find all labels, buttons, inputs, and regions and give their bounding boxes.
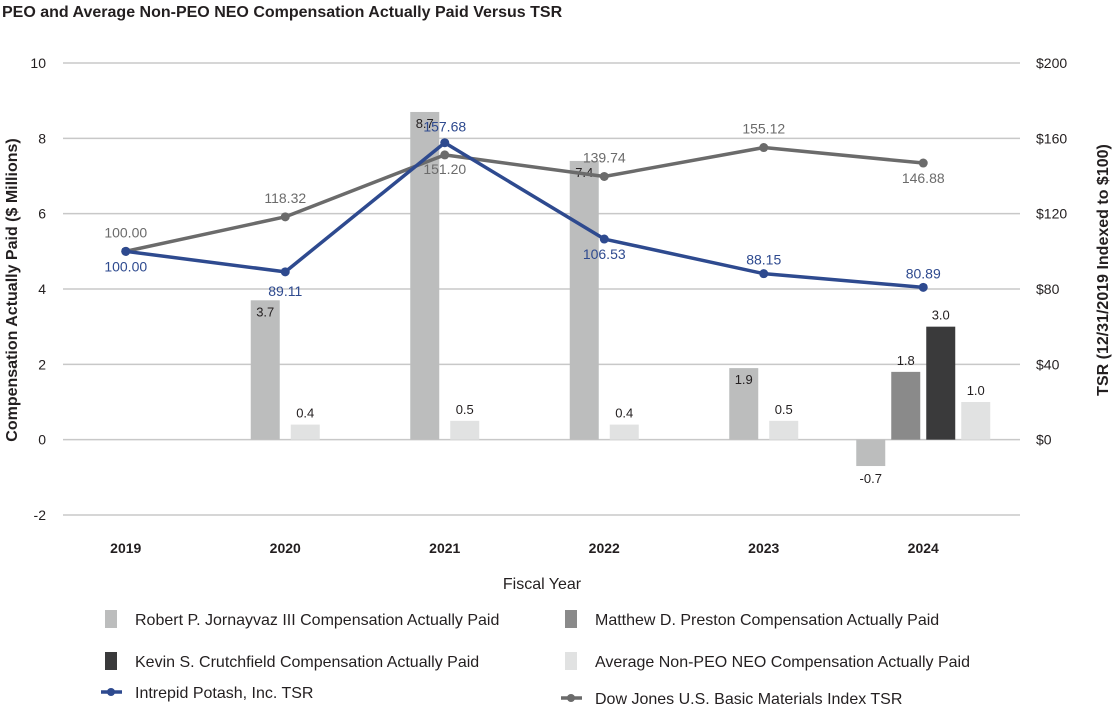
x-axis-categories: 2019 2020 2021 2022 2023 2024	[110, 540, 939, 556]
x-axis-title: Fiscal Year	[503, 576, 582, 593]
legend-label: Kevin S. Crutchfield Compensation Actual…	[135, 654, 479, 671]
tsr-line	[125, 140, 924, 290]
legend-label: Matthew D. Preston Compensation Actually…	[595, 612, 939, 629]
bar-data-label: 1.0	[967, 383, 985, 398]
legend-swatch	[565, 610, 577, 628]
tsr-point	[440, 138, 450, 148]
bar	[609, 424, 639, 440]
y-axis-title: Compensation Actually Paid ($ Millions)	[4, 138, 21, 441]
bar	[569, 160, 599, 440]
bar	[450, 420, 480, 440]
y2-tick-label: $80	[1036, 281, 1060, 297]
legend-swatch	[565, 652, 577, 670]
y-tick-label: 2	[38, 356, 46, 372]
tsr-point	[759, 143, 769, 153]
tsr-data-label: 146.88	[902, 170, 945, 186]
bar-data-label: 3.7	[256, 304, 274, 319]
y-tick-label: 4	[38, 281, 46, 297]
legend-label: Robert P. Jornayvaz III Compensation Act…	[135, 612, 499, 629]
tsr-point	[759, 269, 769, 279]
legend: Robert P. Jornayvaz III Compensation Act…	[101, 610, 970, 708]
gridlines	[63, 62, 1020, 516]
bar-data-label: -0.7	[860, 471, 882, 486]
y2-tick-label: $160	[1036, 130, 1067, 146]
tsr-data-label: 100.00	[104, 258, 147, 274]
x-tick-label: 2021	[429, 540, 460, 556]
bar-data-label: 0.4	[615, 406, 633, 421]
x-tick-label: 2023	[748, 540, 779, 556]
bar-data-label: 3.0	[932, 308, 950, 323]
bar	[856, 439, 886, 467]
y2-axis-title: TSR (12/31/2019 Indexed to $100)	[1095, 144, 1112, 396]
tsr-point	[440, 150, 450, 160]
y-tick-label: 8	[38, 130, 46, 146]
bar-data-labels: 3.70.48.70.57.40.41.90.5-0.71.83.01.0	[256, 116, 985, 486]
bar	[769, 420, 799, 440]
legend-label: Average Non-PEO NEO Compensation Actuall…	[595, 654, 970, 671]
bar	[290, 424, 320, 440]
legend-marker	[567, 694, 575, 702]
y2-tick-label: $200	[1036, 55, 1067, 71]
bar-data-label: 0.5	[456, 402, 474, 417]
tsr-point	[599, 234, 609, 244]
tsr-data-label: 100.00	[104, 224, 147, 240]
tsr-data-label: 106.53	[583, 246, 626, 262]
bar-data-label: 0.5	[775, 402, 793, 417]
x-tick-label: 2024	[908, 540, 939, 556]
bar	[961, 402, 991, 440]
tsr-point	[918, 158, 928, 168]
tsr-point	[280, 212, 290, 222]
tsr-data-label: 88.15	[746, 252, 781, 268]
bar-data-label: 8.7	[416, 116, 434, 131]
bar-data-label: 0.4	[296, 406, 314, 421]
tsr-data-label: 118.32	[264, 190, 306, 206]
legend-swatch	[105, 652, 117, 670]
y-tick-label: -2	[34, 507, 47, 523]
x-tick-label: 2019	[110, 540, 141, 556]
y2-tick-label: $120	[1036, 206, 1067, 222]
legend-label: Intrepid Potash, Inc. TSR	[135, 685, 313, 702]
tsr-point	[280, 267, 290, 277]
legend-label: Dow Jones U.S. Basic Materials Index TSR	[595, 691, 902, 708]
y2-tick-label: $40	[1036, 356, 1060, 372]
tsr-data-label: 139.74	[583, 149, 626, 165]
tsr-line	[125, 145, 924, 254]
tsr-point	[599, 171, 609, 181]
bar-data-label: 1.9	[735, 372, 753, 387]
y-tick-label: 6	[38, 206, 46, 222]
line-series	[121, 138, 928, 292]
tsr-data-label: 89.11	[268, 283, 302, 299]
bar	[891, 371, 921, 440]
line-data-labels: 100.00 89.11 157.68 106.53 88.15 80.89 100.00 1…	[104, 119, 945, 299]
legend-marker	[107, 688, 115, 696]
legend-swatch	[105, 610, 117, 628]
bar	[926, 326, 956, 440]
y2-tick-label: $0	[1036, 432, 1052, 448]
x-tick-label: 2022	[589, 540, 620, 556]
tsr-data-label: 80.89	[906, 265, 941, 281]
bar	[729, 368, 759, 440]
tsr-data-label: 157.68	[423, 119, 466, 135]
tsr-point	[121, 246, 131, 256]
y-axis-left: -2 0 2 4 6 8 10	[30, 55, 46, 523]
tsr-data-label: 155.12	[742, 121, 785, 137]
tsr-data-label: 151.20	[423, 161, 466, 177]
chart-title: PEO and Average Non-PEO NEO Compensation…	[2, 4, 563, 21]
x-tick-label: 2020	[270, 540, 301, 556]
bar	[250, 300, 280, 440]
tsr-point	[918, 282, 928, 292]
y-tick-label: 10	[30, 55, 46, 71]
bar-series	[250, 111, 991, 467]
y-tick-label: 0	[38, 432, 46, 448]
y-axis-right: $0 $40 $80 $120 $160 $200	[1036, 55, 1067, 448]
bar-data-label: 1.8	[897, 353, 915, 368]
